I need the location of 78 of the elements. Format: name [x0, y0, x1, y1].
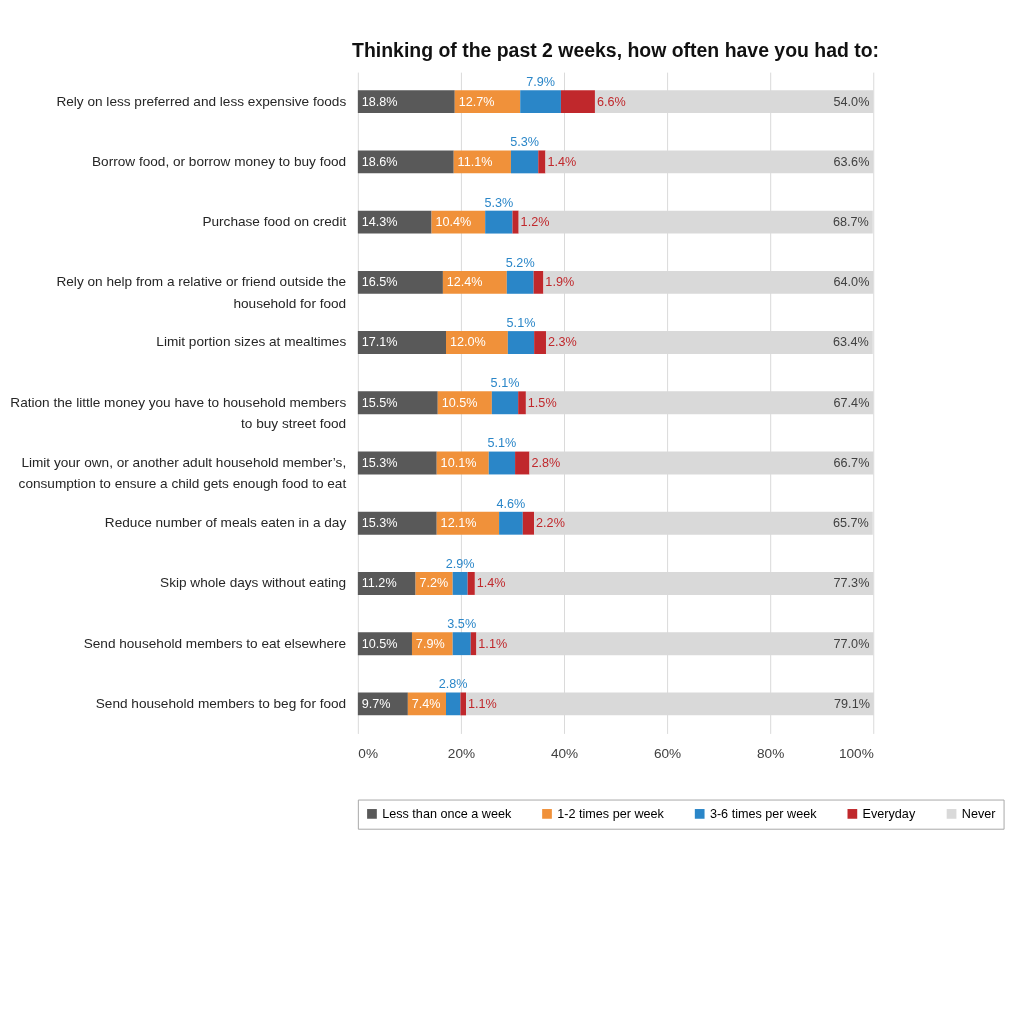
data-label: 15.3%: [361, 516, 398, 531]
data-label: 1.1%: [478, 636, 508, 651]
data-label: 1.4%: [476, 576, 506, 591]
y-tick-label: Rely on less preferred and less expensive foods: [56, 93, 347, 109]
data-label: 7.4%: [411, 696, 441, 711]
y-tick-label: Borrow food, or borrow money to buy food: [92, 153, 347, 169]
data-label: 5.3%: [484, 195, 514, 210]
legend-label: 3-6 times per week: [709, 806, 818, 821]
x-tick-label: 0%: [358, 746, 379, 762]
data-label: 7.2%: [419, 576, 449, 591]
data-label: 10.5%: [441, 395, 478, 410]
data-label: 1.5%: [527, 395, 557, 410]
data-label: 14.3%: [361, 215, 398, 229]
data-label: 15.5%: [361, 395, 398, 410]
data-label: 11.2%: [361, 576, 397, 591]
data-label: 15.3%: [361, 455, 398, 470]
data-label: 10.1%: [440, 455, 477, 470]
data-label: 5.1%: [506, 316, 536, 330]
data-label: 65.7%: [833, 516, 869, 531]
data-label: 6.6%: [596, 94, 626, 109]
data-label: 1.1%: [468, 696, 497, 711]
y-tick-label: Purchase food on credit: [202, 214, 347, 229]
x-tick-label: 80%: [757, 746, 785, 762]
data-label: 12.7%: [458, 94, 495, 109]
x-tick-label: 100%: [838, 746, 874, 762]
data-label: 12.0%: [449, 335, 486, 350]
legend-label: Less than once a week: [382, 806, 513, 821]
legend-label: Everyday: [862, 806, 916, 821]
data-label: 3.5%: [447, 617, 477, 632]
data-label: 1.4%: [547, 154, 577, 169]
data-label: 10.5%: [361, 636, 398, 651]
data-label: 18.6%: [361, 154, 398, 169]
data-label: 2.2%: [536, 516, 565, 531]
y-tick-label: Limit portion sizes at mealtimes: [156, 334, 347, 350]
legend-label: 1-2 times per week: [557, 806, 665, 821]
data-label: 5.3%: [510, 135, 539, 150]
data-label: 12.1%: [440, 516, 477, 531]
y-tick-label: Ration the little money you have to household members to buy street food: [10, 394, 347, 432]
x-tick-label: 20%: [447, 746, 476, 762]
x-tick-label: 60%: [653, 746, 682, 762]
data-label: 63.4%: [833, 335, 869, 350]
y-tick-label: Limit your own, or another adult household member’s, consumption to ensure a child gets enough food to eat: [18, 454, 347, 492]
data-label: 12.4%: [446, 275, 483, 290]
y-tick-label: Send household members to eat elsewhere: [83, 635, 347, 651]
y-tick-label: Reduce number of meals eaten in a day: [104, 515, 347, 531]
data-label: 16.5%: [361, 275, 398, 290]
data-label: 1.2%: [520, 215, 550, 229]
data-label: 9.7%: [361, 696, 391, 711]
y-tick-label: Skip whole days without eating: [160, 575, 347, 591]
data-label: 7.9%: [415, 636, 445, 651]
data-label: 67.4%: [833, 395, 870, 410]
data-label: 5.1%: [487, 436, 517, 451]
data-label: 1.9%: [545, 275, 575, 290]
data-label: 54.0%: [833, 94, 870, 109]
data-label: 77.0%: [833, 636, 870, 651]
data-label: 64.0%: [833, 275, 870, 290]
data-label: 68.7%: [833, 215, 869, 229]
data-label: 2.3%: [547, 335, 577, 350]
chart-title: Thinking of the past 2 weeks, how often have you had to:: [352, 38, 880, 61]
x-tick-label: 40%: [550, 746, 579, 762]
data-label: 4.6%: [496, 496, 526, 511]
data-label: 63.6%: [833, 154, 870, 169]
data-label: 18.8%: [361, 94, 398, 109]
data-label: 66.7%: [833, 455, 870, 470]
y-tick-label: Rely on help from a relative or friend outside the household for food: [56, 274, 347, 311]
data-label: 5.2%: [505, 255, 535, 270]
data-label: 7.9%: [526, 75, 555, 90]
data-label: 77.3%: [833, 576, 870, 591]
data-label: 79.1%: [834, 696, 870, 711]
data-label: 10.4%: [435, 215, 472, 229]
data-label: 2.8%: [531, 455, 561, 470]
data-label: 17.1%: [361, 335, 398, 350]
y-tick-label: Send household members to beg for food: [95, 695, 347, 711]
data-label: 5.1%: [490, 376, 520, 391]
legend-label: Never: [961, 806, 996, 821]
data-label: 2.8%: [438, 677, 468, 692]
data-label: 11.1%: [457, 154, 493, 169]
data-label: 2.9%: [445, 556, 475, 571]
